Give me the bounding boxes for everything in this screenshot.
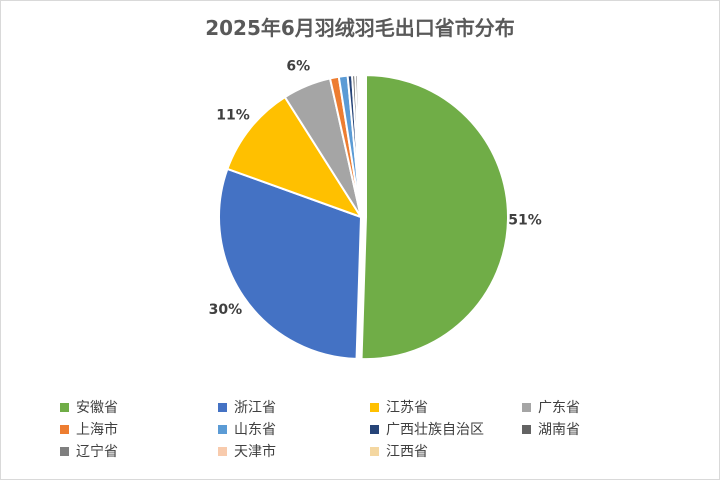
legend-label: 浙江省 <box>234 400 276 416</box>
legend-swatch <box>522 424 531 434</box>
legend-swatch <box>218 402 227 412</box>
legend-swatch <box>60 424 69 434</box>
legend-label: 广西壮族自治区 <box>386 422 484 438</box>
pie-slice-11 <box>358 73 362 218</box>
legend-label: 上海市 <box>76 422 118 438</box>
legend-label: 广东省 <box>538 400 580 416</box>
legend-item-7: 广西壮族自治区 <box>370 418 484 440</box>
pie-slice-1 <box>360 74 509 361</box>
legend-item-2: 浙江省 <box>218 396 276 418</box>
legend-swatch <box>370 446 379 456</box>
legend-swatch <box>60 446 69 456</box>
legend-label: 辽宁省 <box>76 444 118 460</box>
legend-item-3: 江苏省 <box>370 396 428 418</box>
legend-label: 江苏省 <box>386 400 428 416</box>
legend-label: 湖南省 <box>538 422 580 438</box>
legend-swatch <box>370 402 379 412</box>
legend-item-5: 上海市 <box>60 418 118 440</box>
legend-item-11: 江西省 <box>370 440 428 462</box>
pie-slice-3 <box>226 95 364 219</box>
legend-item-10: 天津市 <box>218 440 276 462</box>
legend-label: 天津市 <box>234 444 276 460</box>
legend-item-9: 辽宁省 <box>60 440 118 462</box>
data-label-3: 11% <box>216 107 250 123</box>
legend-item-6: 山东省 <box>218 418 276 440</box>
chart-title: 2025年6月羽绒羽毛出口省市分布 <box>205 16 515 40</box>
legend-swatch <box>218 446 227 456</box>
pie-chart: 51% 30% 11% 6% <box>209 58 542 361</box>
legend-swatch <box>522 402 531 412</box>
data-label-1: 51% <box>508 213 542 229</box>
legend-swatch <box>370 424 379 434</box>
data-label-2: 30% <box>209 302 243 318</box>
legend-label: 江西省 <box>386 444 428 460</box>
legend-item-4: 广东省 <box>522 396 580 418</box>
data-label-4: 6% <box>286 58 310 74</box>
legend-label: 山东省 <box>234 422 276 438</box>
pie-slice-2 <box>218 167 363 360</box>
legend-item-8: 湖南省 <box>522 418 580 440</box>
legend-swatch <box>60 402 69 412</box>
legend-item-1: 安徽省 <box>60 396 118 418</box>
legend-swatch <box>218 424 227 434</box>
legend-label: 安徽省 <box>76 400 118 416</box>
